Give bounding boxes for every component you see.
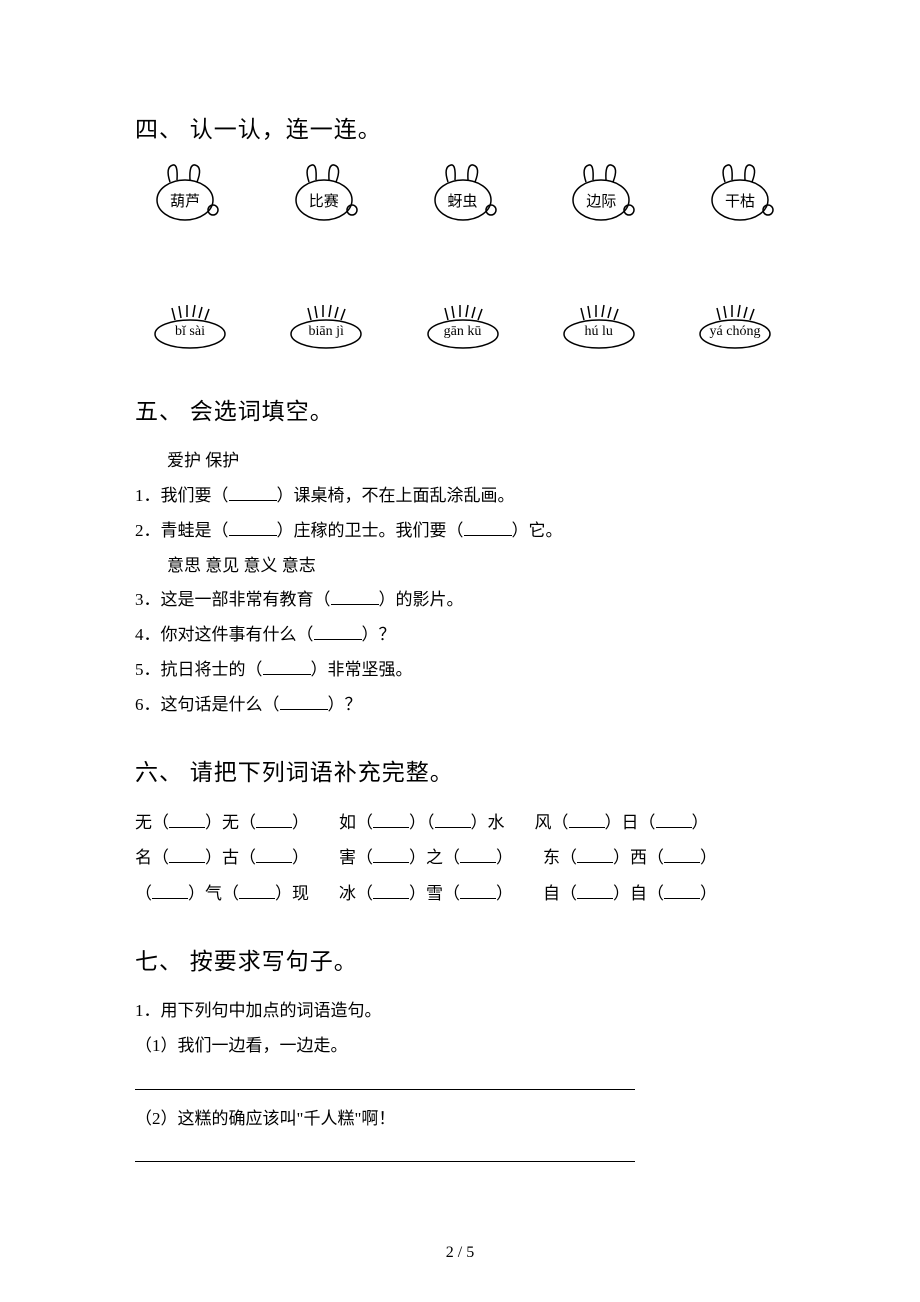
rabbit-label: 边际 [556,190,646,211]
section4-header: 四、 认一认，连一连。 [135,110,790,144]
section5-options2: 意思 意见 意义 意志 [135,549,790,584]
page: 四、 认一认，连一连。 葫芦 比赛 蚜虫 [0,0,920,1302]
section5-q2: 2．青蛙是（）庄稼的卫士。我们要（）它。 [135,514,790,549]
carrot-label: bǐ sài [140,324,240,340]
section6-row3: （）气（）现 冰（）雪（） 自（）自（） [135,876,790,912]
rabbit-item: 比赛 [279,162,369,222]
section7-q1-1: （1）我们一边看，一边走。 [135,1029,790,1064]
rabbit-item: 干枯 [695,162,785,222]
section5-options1: 爱护 保护 [135,444,790,479]
section5-header: 五、 会选词填空。 [135,392,790,426]
section5-q5: 5．抗日将士的（）非常坚强。 [135,653,790,688]
carrot-label: gān kū [413,324,513,340]
carrot-item: biān jì [276,302,376,352]
rabbit-item: 蚜虫 [418,162,508,222]
carrot-item: yá chóng [685,302,785,352]
section6-row1: 无（）无（） 如（）（）水 风（）日（） [135,805,790,841]
rabbit-label: 葫芦 [140,190,230,211]
section6-header: 六、 请把下列词语补充完整。 [135,753,790,787]
section7-header: 七、 按要求写句子。 [135,942,790,976]
rabbit-label: 蚜虫 [418,190,508,211]
section5-q1: 1．我们要（）课桌椅，不在上面乱涂乱画。 [135,479,790,514]
section7-q1-2: （2）这糕的确应该叫"千人糕"啊！ [135,1102,790,1137]
answer-line [135,1088,635,1090]
carrot-label: yá chóng [685,324,785,340]
page-number: 2 / 5 [0,1244,920,1262]
carrot-item: bǐ sài [140,302,240,352]
rabbit-label: 干枯 [695,190,785,211]
section5-q6: 6．这句话是什么（）？ [135,688,790,723]
section5-q3: 3．这是一部非常有教育（）的影片。 [135,583,790,618]
section5-q4: 4．你对这件事有什么（）？ [135,618,790,653]
carrot-item: hú lu [549,302,649,352]
carrot-label: biān jì [276,324,376,340]
carrot-label: hú lu [549,324,649,340]
section6-row2: 名（）古（） 害（）之（） 东（）西（） [135,840,790,876]
carrot-row: bǐ sài biān jì gān kū hú lu [135,302,790,352]
rabbit-row: 葫芦 比赛 蚜虫 边际 [135,162,790,222]
section7-q1: 1．用下列句中加点的词语造句。 [135,994,790,1029]
rabbit-item: 边际 [556,162,646,222]
answer-line [135,1160,635,1162]
rabbit-label: 比赛 [279,190,369,211]
rabbit-item: 葫芦 [140,162,230,222]
carrot-item: gān kū [413,302,513,352]
